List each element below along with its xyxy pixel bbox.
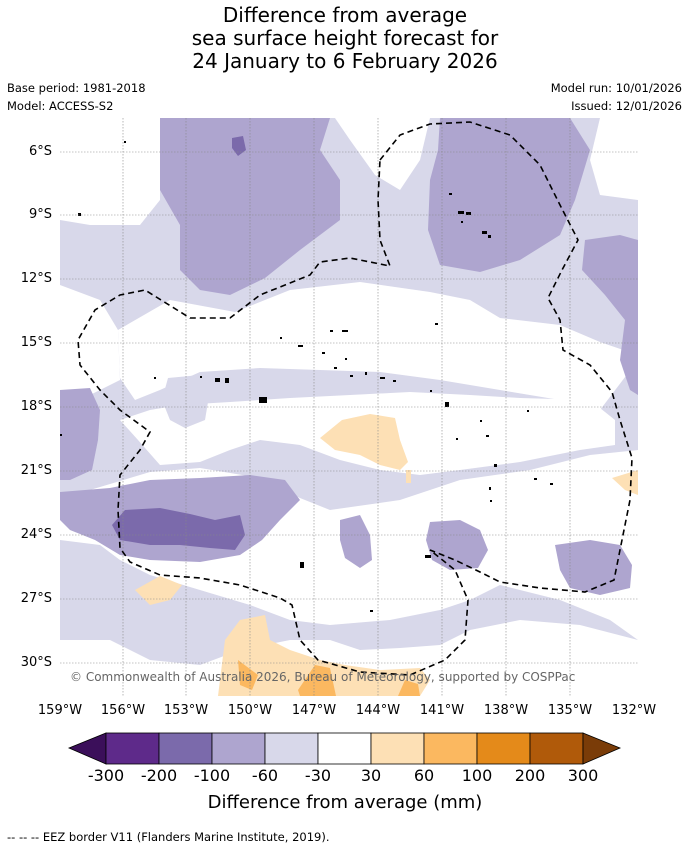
colorbar-bin-n100 (211, 732, 266, 765)
colorbar-title: Difference from average (mm) (207, 792, 483, 813)
lon-label: 132°W (611, 703, 657, 718)
colorbar-bin-p60 (423, 732, 478, 765)
graticule (60, 118, 638, 696)
copyright-text: © Commonwealth of Australia 2026, Bureau… (70, 670, 575, 684)
lat-label: 9°S (28, 207, 52, 222)
meta-left: Base period: 1981-2018 Model: ACCESS-S2 (7, 79, 146, 115)
eez-legend: -- -- -- EEZ border V11 (Flanders Marine… (7, 830, 330, 844)
colorbar-bin-n200 (158, 732, 213, 765)
lon-label: 135°W (547, 703, 593, 718)
lat-label: 24°S (20, 527, 52, 542)
colorbar (67, 732, 622, 765)
map-title: Difference from average sea surface heig… (0, 4, 690, 73)
lat-label: 27°S (20, 591, 52, 606)
model-run: Model run: 10/01/2026 (550, 81, 682, 95)
issued-date: Issued: 12/01/2026 (571, 99, 682, 113)
lat-label: 30°S (20, 655, 52, 670)
colorbar-bin-n60 (264, 732, 319, 765)
model-name: Model: ACCESS-S2 (7, 99, 114, 113)
field-p30-south (218, 615, 430, 696)
lat-label: 15°S (20, 335, 52, 350)
title-line-1: Difference from average (222, 3, 468, 27)
title-line-2: sea surface height forecast for (191, 26, 499, 50)
colorbar-tick-label: -100 (193, 766, 231, 785)
colorbar-tick-label: -300 (87, 766, 125, 785)
colorbar-above-arrow (582, 732, 622, 765)
lon-label: 138°W (483, 703, 529, 718)
colorbar-bin-zero (317, 732, 372, 765)
lon-label: 141°W (419, 703, 465, 718)
lat-label: 12°S (20, 271, 52, 286)
lon-label: 153°W (163, 703, 209, 718)
colorbar-tick-label: 30 (360, 766, 382, 785)
colorbar-bin-p100 (476, 732, 531, 765)
colorbar-bin-p200 (529, 732, 584, 765)
lon-label: 144°W (355, 703, 401, 718)
title-line-3: 24 January to 6 February 2026 (192, 49, 498, 73)
colorbar-tick-label: 300 (567, 766, 599, 785)
map-field (60, 118, 638, 696)
eez-border (77, 121, 633, 676)
lon-label: 159°W (37, 703, 83, 718)
lon-label: 150°W (227, 703, 273, 718)
colorbar-tick-label: 100 (461, 766, 493, 785)
field-n100-east (428, 118, 590, 272)
colorbar-bin-n300 (105, 732, 160, 765)
colorbar-below-arrow (67, 732, 107, 765)
colorbar-tick-label: 200 (514, 766, 546, 785)
lon-label: 156°W (100, 703, 146, 718)
colorbar-bin-p30 (370, 732, 425, 765)
base-period: Base period: 1981-2018 (7, 81, 146, 95)
colorbar-labels: -300 -200 -100 -60 -30 30 60 100 200 300 (0, 766, 690, 786)
colorbar-tick-label: -200 (140, 766, 178, 785)
lon-label: 147°W (291, 703, 337, 718)
colorbar-tick-label: -60 (251, 766, 279, 785)
field-n200 (112, 508, 245, 550)
lat-label: 6°S (28, 144, 52, 159)
lat-label: 21°S (20, 463, 52, 478)
colorbar-tick-label: -30 (304, 766, 332, 785)
colorbar-tick-label: 60 (413, 766, 435, 785)
islands (60, 141, 553, 612)
lat-label: 18°S (20, 399, 52, 414)
meta-right: Model run: 10/01/2026 Issued: 12/01/2026 (551, 79, 682, 115)
field-p30-central (320, 414, 408, 470)
